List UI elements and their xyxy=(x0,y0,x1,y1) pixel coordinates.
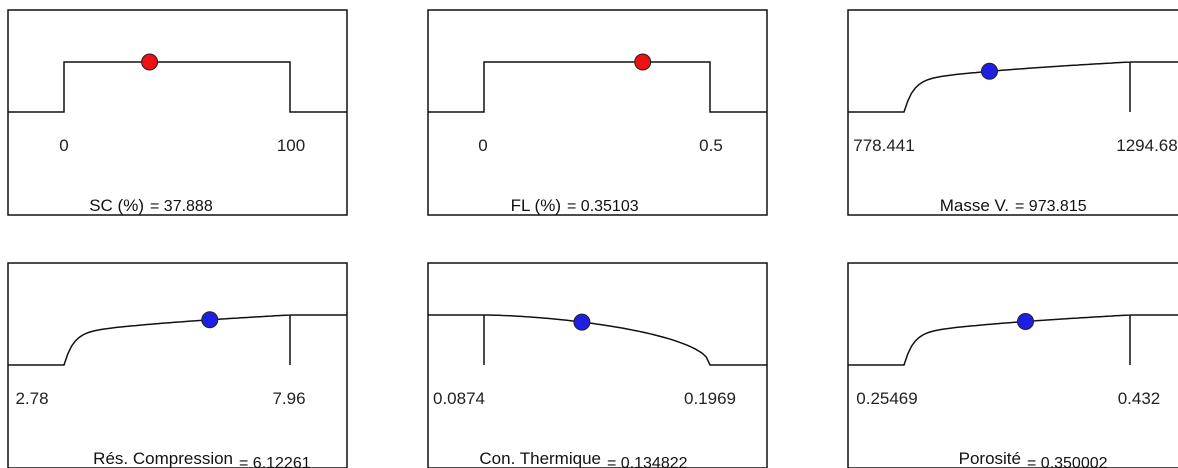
panel-sc: 0 100 SC (%) = 37.888 xyxy=(7,9,348,216)
response-curve xyxy=(8,314,347,366)
response-curve xyxy=(428,61,767,113)
factor-value: = 0.35103 xyxy=(567,198,639,215)
current-setting-dot[interactable] xyxy=(981,62,998,80)
current-setting-dot[interactable] xyxy=(634,53,652,71)
current-setting-dot[interactable] xyxy=(1017,313,1034,330)
factor-value: = 37.888 xyxy=(150,198,213,215)
high-bound-label: 7.96 xyxy=(272,389,305,408)
response-curve xyxy=(848,61,1178,113)
current-setting-dot[interactable] xyxy=(141,53,159,71)
panel-con-thermique: 0.0874 0.1969 Con. Thermique = 0.134822 xyxy=(427,262,768,468)
low-bound-label: 0 xyxy=(59,136,68,155)
response-name: Porosité xyxy=(959,449,1021,468)
current-setting-dot[interactable] xyxy=(573,313,591,331)
response-value: = 0.134822 xyxy=(607,455,688,468)
response-name: Con. Thermique xyxy=(479,449,601,468)
response-value: = 6.12261 xyxy=(239,455,311,468)
low-bound-label: 0.0874 xyxy=(433,389,485,408)
low-bound-label: 2.78 xyxy=(15,389,48,408)
response-curve xyxy=(8,61,347,113)
low-bound-label: 0.25469 xyxy=(856,389,917,408)
panel-fl: 0 0.5 FL (%) = 0.35103 xyxy=(427,9,768,216)
high-bound-label: 100 xyxy=(277,136,305,155)
factor-name: Masse V. xyxy=(940,196,1009,215)
response-name: Rés. Compression xyxy=(93,449,233,468)
factor-value: = 973.815 xyxy=(1015,198,1087,215)
response-value: = 0.350002 xyxy=(1027,455,1108,468)
response-curve xyxy=(848,314,1178,366)
factor-name: SC (%) xyxy=(89,196,144,215)
current-setting-dot[interactable] xyxy=(201,311,219,329)
low-bound-label: 778.441 xyxy=(853,136,914,155)
high-bound-label: 0.5 xyxy=(699,136,723,155)
low-bound-label: 0 xyxy=(478,136,487,155)
panel-res-compression: 2.78 7.96 Rés. Compression = 6.12261 xyxy=(7,262,348,468)
factor-name: FL (%) xyxy=(511,196,561,215)
panel-porosite: 0.25469 0.432 Porosité = 0.350002 xyxy=(847,262,1178,468)
high-bound-label: 0.432 xyxy=(1118,389,1161,408)
response-curve xyxy=(428,314,767,366)
high-bound-label: 1294.68 xyxy=(1116,136,1177,155)
high-bound-label: 0.1969 xyxy=(684,389,736,408)
panel-masse-v: 778.441 1294.68 Masse V. = 973.815 xyxy=(847,9,1178,216)
